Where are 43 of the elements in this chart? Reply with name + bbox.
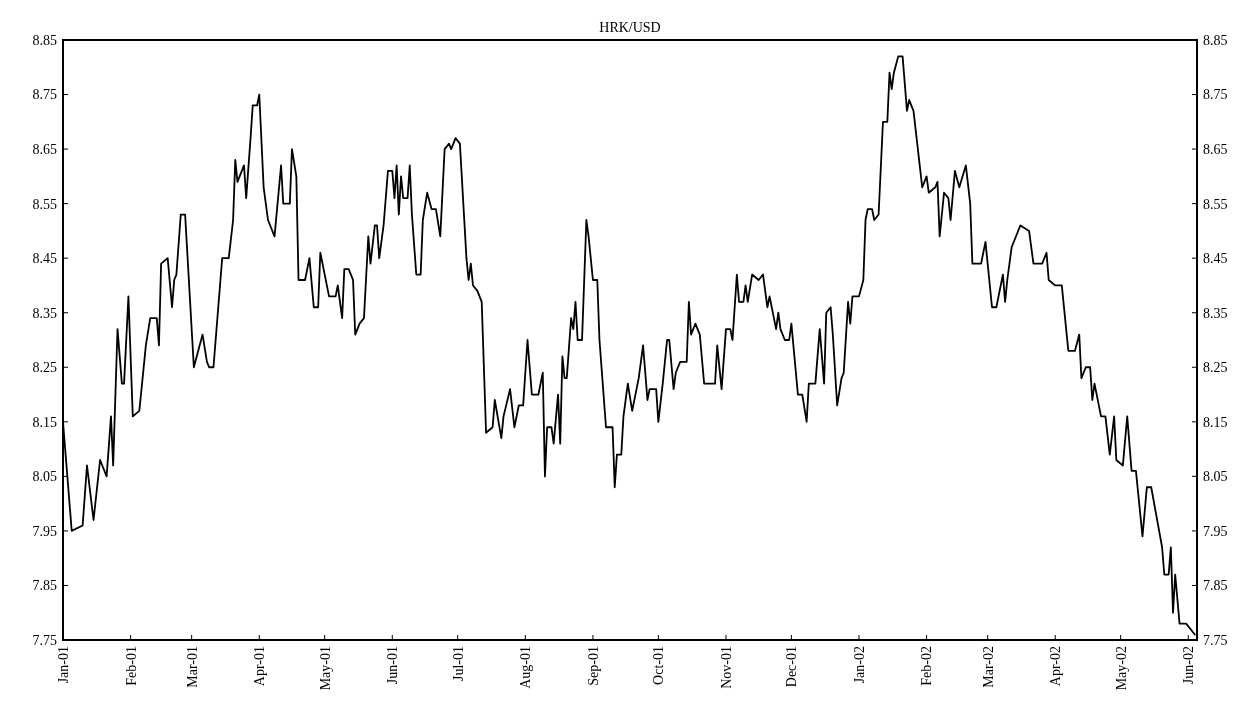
y-tick-label: 8.15 (32, 414, 57, 430)
x-tick-label: Feb-02 (919, 646, 935, 686)
x-tick-label: Jul-01 (450, 646, 466, 681)
y2-tick-label: 8.25 (1203, 360, 1228, 376)
y-tick-label: 8.05 (32, 469, 57, 485)
x-tick-label: Aug-01 (518, 646, 534, 689)
x-tick-label: Apr-01 (252, 646, 268, 687)
x-tick-label: Oct-01 (651, 646, 667, 685)
y-tick-label: 8.85 (32, 32, 57, 48)
y2-tick-label: 8.65 (1203, 141, 1228, 157)
x-tick-label: Jan-01 (55, 646, 71, 684)
x-tick-label: Dec-01 (784, 646, 800, 688)
y2-tick-label: 8.35 (1203, 305, 1228, 321)
x-tick-label: Jan-02 (851, 646, 867, 684)
x-tick-label: Sep-01 (585, 646, 601, 686)
y2-tick-label: 8.15 (1203, 414, 1228, 430)
x-tick-label: Mar-01 (184, 646, 200, 688)
y2-tick-label: 7.95 (1203, 523, 1228, 539)
y2-tick-label: 7.75 (1203, 632, 1228, 648)
y-tick-label: 7.85 (32, 578, 57, 594)
y-tick-label: 8.65 (32, 141, 57, 157)
y-tick-label: 7.75 (32, 632, 57, 648)
y-tick-label: 8.25 (32, 360, 57, 376)
x-tick-label: Feb-01 (123, 646, 139, 686)
y2-tick-label: 8.45 (1203, 251, 1228, 267)
y2-tick-label: 8.05 (1203, 469, 1228, 485)
x-tick-label: Jun-01 (385, 646, 401, 685)
x-tick-label: May-02 (1113, 646, 1129, 691)
x-tick-label: Apr-02 (1048, 646, 1064, 687)
y-tick-label: 7.95 (32, 523, 57, 539)
chart-title: HRK/USD (599, 20, 661, 35)
y-tick-label: 8.45 (32, 251, 57, 267)
y-tick-label: 8.35 (32, 305, 57, 321)
y-tick-label: 8.55 (32, 196, 57, 212)
y2-tick-label: 8.85 (1203, 32, 1228, 48)
y2-tick-label: 8.55 (1203, 196, 1228, 212)
y-tick-label: 8.75 (32, 87, 57, 103)
x-tick-label: Jun-02 (1181, 646, 1197, 685)
x-tick-label: Mar-02 (980, 646, 996, 688)
y2-tick-label: 7.85 (1203, 578, 1228, 594)
y2-tick-label: 8.75 (1203, 87, 1228, 103)
x-tick-label: Nov-01 (718, 646, 734, 689)
x-tick-label: May-01 (317, 646, 333, 691)
